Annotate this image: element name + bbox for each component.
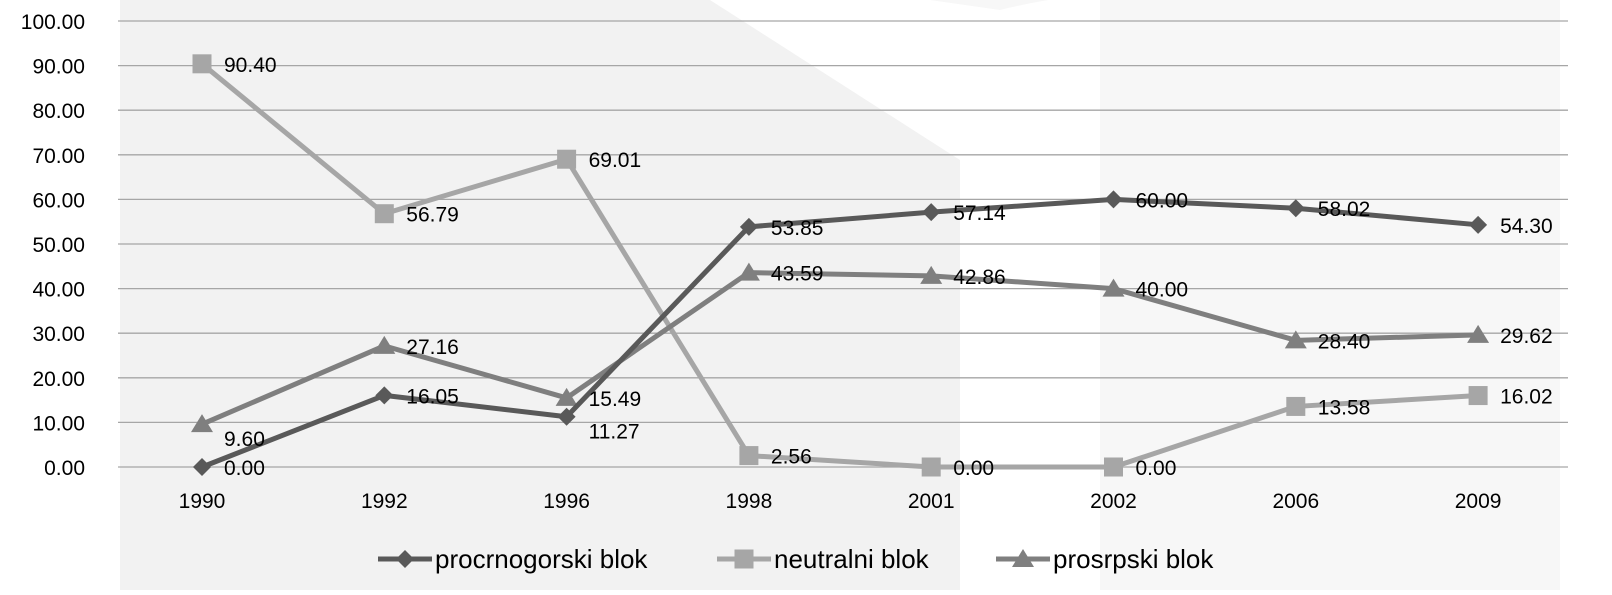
data-label: 90.40 xyxy=(224,54,277,77)
data-label: 27.16 xyxy=(406,336,459,359)
data-point xyxy=(737,262,760,281)
data-point xyxy=(1286,199,1305,218)
series-prosrpski-blok xyxy=(191,262,1490,433)
data-point xyxy=(1467,324,1490,343)
data-label: 57.14 xyxy=(953,202,1006,225)
y-tick-label: 60.00 xyxy=(32,189,85,212)
data-label: 56.79 xyxy=(406,204,459,227)
data-label: 29.62 xyxy=(1500,325,1553,348)
data-point xyxy=(557,149,577,169)
legend-marker xyxy=(734,549,754,569)
data-label: 16.05 xyxy=(406,385,459,408)
data-point xyxy=(1102,278,1125,297)
legend-marker xyxy=(396,550,414,568)
data-label: 9.60 xyxy=(224,428,265,451)
legend-label: prosrpski blok xyxy=(1053,544,1214,574)
data-label: 28.40 xyxy=(1318,330,1371,353)
data-point xyxy=(193,458,211,476)
series-neutralni-blok xyxy=(192,54,1488,477)
legend-label: neutralni blok xyxy=(774,544,930,574)
series-layer: 0.00 16.05 11.27 53.85 57.14 60.00 58.02 54.30 9… xyxy=(191,54,1553,480)
data-label: 15.49 xyxy=(589,388,642,411)
series-line xyxy=(200,61,1479,470)
data-point xyxy=(739,446,759,466)
data-point xyxy=(1104,457,1123,477)
data-point xyxy=(374,204,394,224)
data-label: 43.59 xyxy=(771,263,824,286)
watermark-right-shape xyxy=(930,0,1560,590)
legend: procrnogorski blok neutralni blok prosrpsk… xyxy=(378,544,1214,574)
y-tick-label: 0.00 xyxy=(44,457,85,480)
x-axis-tick-labels: 1990 1992 1996 1998 2001 2002 2006 2009 xyxy=(179,490,1502,513)
data-label: 0.00 xyxy=(953,457,994,480)
data-point xyxy=(555,387,578,406)
y-tick-label: 90.00 xyxy=(32,56,85,79)
y-tick-label: 10.00 xyxy=(32,412,85,435)
legend-item: neutralni blok xyxy=(717,544,930,574)
x-tick-label: 2006 xyxy=(1272,490,1319,513)
data-label: 58.02 xyxy=(1318,198,1371,221)
legend-marker xyxy=(1012,549,1034,567)
y-tick-label: 40.00 xyxy=(32,279,85,302)
x-tick-label: 1990 xyxy=(179,490,226,513)
data-point xyxy=(1104,190,1123,209)
data-label: 13.58 xyxy=(1318,396,1371,419)
legend-item: prosrpski blok xyxy=(996,544,1214,574)
y-tick-label: 70.00 xyxy=(32,145,85,168)
data-label: 0.00 xyxy=(224,457,265,480)
data-point xyxy=(375,386,394,405)
watermark-shape xyxy=(120,0,1560,590)
watermark-left-shape xyxy=(120,0,960,590)
y-axis-tick-labels: 0.00 10.00 20.00 30.00 40.00 50.00 60.00 70.00 8… xyxy=(21,11,85,480)
data-point xyxy=(1469,215,1488,234)
data-point xyxy=(920,265,943,284)
data-label: 11.27 xyxy=(589,421,640,444)
data-label: 54.30 xyxy=(1500,215,1553,238)
data-point xyxy=(739,217,758,236)
data-label: 16.02 xyxy=(1500,386,1553,409)
data-point xyxy=(1284,330,1307,349)
data-point xyxy=(922,203,941,222)
series-procrnogorski-blok xyxy=(193,190,1488,476)
y-tick-label: 100.00 xyxy=(21,11,85,34)
data-point xyxy=(557,407,576,426)
data-point xyxy=(192,54,212,74)
data-point xyxy=(1468,386,1488,406)
data-label: 60.00 xyxy=(1136,189,1189,212)
data-labels: 0.00 16.05 11.27 53.85 57.14 60.00 58.02 54.30 9… xyxy=(224,54,1553,480)
series-line xyxy=(201,196,1479,470)
data-point xyxy=(191,414,213,433)
data-label: 40.00 xyxy=(1136,279,1189,302)
data-label: 0.00 xyxy=(1136,457,1177,480)
y-tick-label: 80.00 xyxy=(32,100,85,123)
x-tick-label: 1998 xyxy=(726,490,773,513)
data-label: 69.01 xyxy=(589,149,642,172)
data-point xyxy=(1286,396,1306,416)
data-point xyxy=(921,457,941,477)
x-tick-label: 1992 xyxy=(361,490,408,513)
gridlines xyxy=(118,20,1568,468)
x-tick-label: 2002 xyxy=(1090,490,1137,513)
x-tick-label: 2009 xyxy=(1455,490,1502,513)
legend-label: procrnogorski blok xyxy=(435,544,648,574)
data-point xyxy=(373,335,396,354)
y-tick-label: 50.00 xyxy=(32,234,85,257)
y-tick-label: 30.00 xyxy=(32,323,85,346)
data-label: 53.85 xyxy=(771,217,824,240)
legend-item: procrnogorski blok xyxy=(378,544,648,574)
data-label: 2.56 xyxy=(771,446,812,469)
x-tick-label: 1996 xyxy=(543,490,590,513)
y-tick-label: 20.00 xyxy=(32,368,85,391)
x-tick-label: 2001 xyxy=(908,490,955,513)
series-line xyxy=(201,270,1479,427)
data-label: 42.86 xyxy=(953,266,1006,289)
